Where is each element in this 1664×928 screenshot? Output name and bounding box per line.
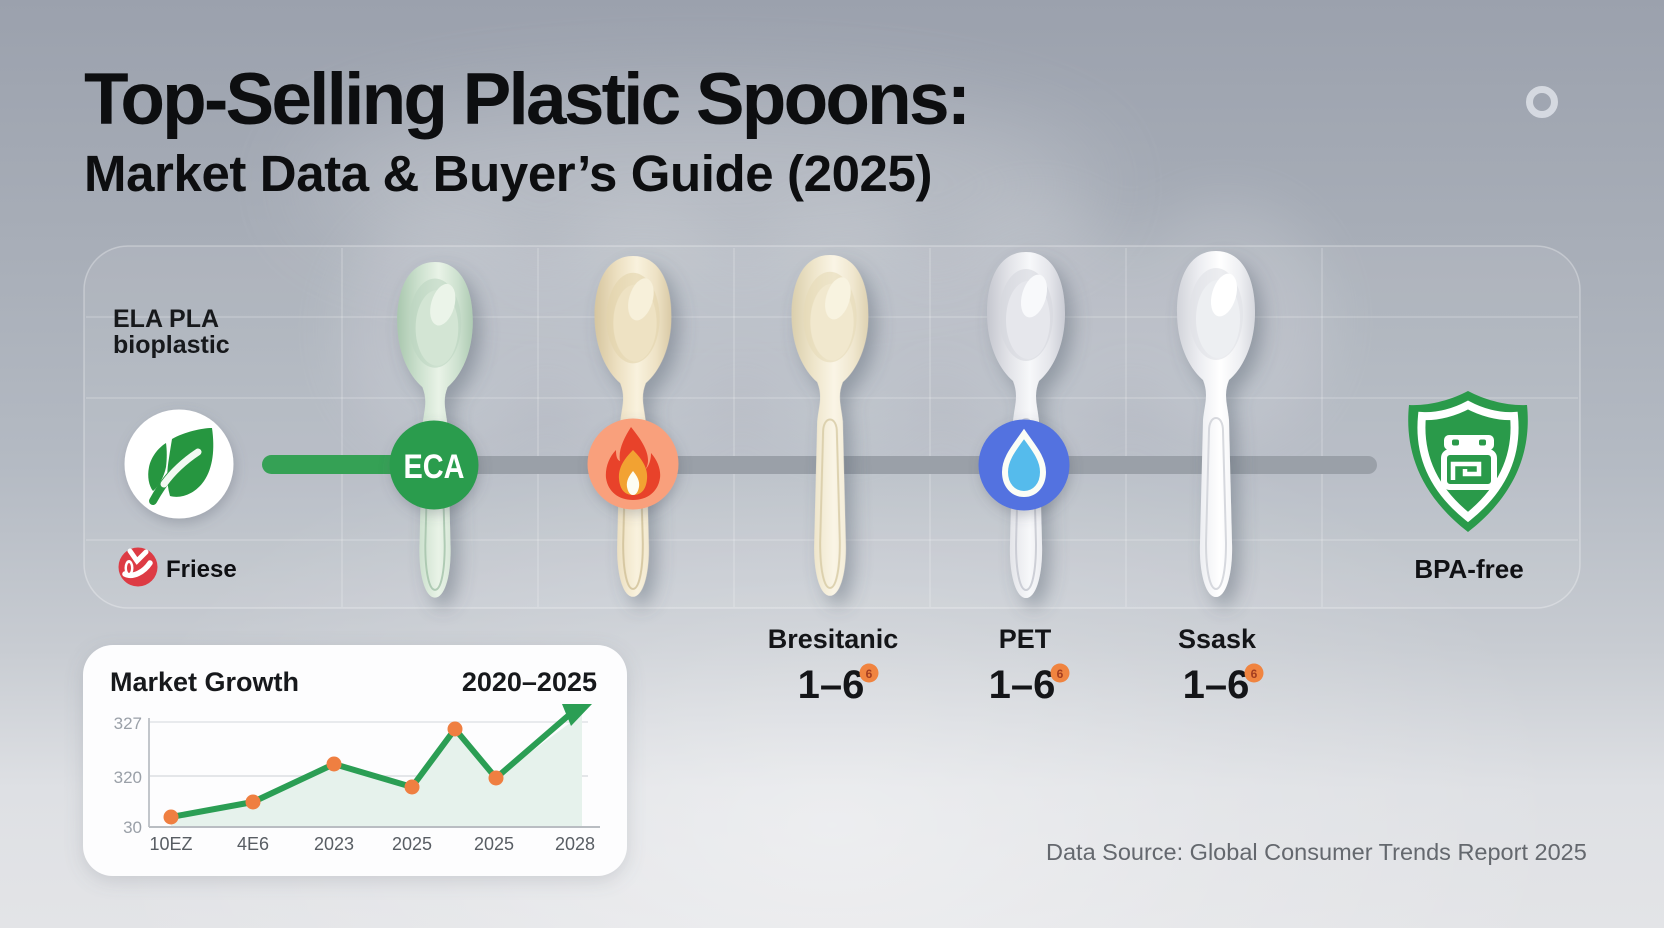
svg-text:Data Source: Global Consumer T: Data Source: Global Consumer Trends Repo…: [1046, 839, 1587, 865]
svg-text:2020–2025: 2020–2025: [462, 667, 597, 697]
svg-text:30: 30: [123, 818, 142, 837]
svg-text:4E6: 4E6: [237, 834, 269, 854]
svg-text:Market Growth: Market Growth: [110, 667, 299, 697]
svg-text:10EZ: 10EZ: [149, 834, 192, 854]
svg-text:2025: 2025: [392, 834, 432, 854]
svg-text:bioplastic: bioplastic: [113, 331, 230, 359]
svg-text:Friese: Friese: [166, 556, 237, 583]
svg-text:PET: PET: [999, 624, 1052, 654]
svg-text:6: 6: [866, 667, 873, 681]
svg-text:6: 6: [1057, 667, 1064, 681]
svg-text:2028: 2028: [555, 834, 595, 854]
svg-text:ELA PLA: ELA PLA: [113, 305, 219, 333]
svg-text:2023: 2023: [314, 834, 354, 854]
svg-text:6: 6: [1251, 667, 1258, 681]
svg-text:Market Data & Buyer’s Guide (2: Market Data & Buyer’s Guide (2025): [84, 145, 932, 202]
svg-text:1–6: 1–6: [1183, 663, 1250, 707]
svg-text:ECA: ECA: [404, 448, 465, 486]
svg-text:Top-Selling Plastic Spoons:: Top-Selling Plastic Spoons:: [84, 59, 968, 140]
svg-text:Bresitanic: Bresitanic: [768, 624, 899, 654]
svg-text:327: 327: [114, 714, 142, 733]
svg-text:BPA-free: BPA-free: [1414, 554, 1523, 584]
svg-text:1–6: 1–6: [798, 663, 865, 707]
svg-text:320: 320: [114, 768, 142, 787]
svg-text:1–6: 1–6: [989, 663, 1056, 707]
svg-text:Ssask: Ssask: [1178, 624, 1257, 654]
svg-text:2025: 2025: [474, 834, 514, 854]
